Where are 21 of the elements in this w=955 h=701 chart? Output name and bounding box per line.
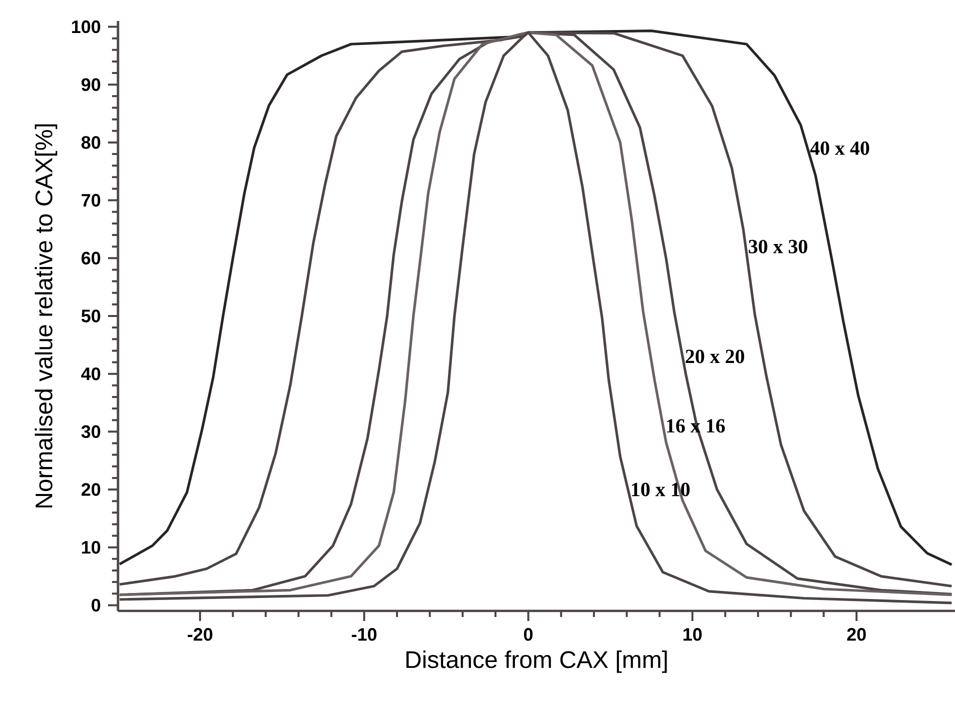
x-axis-title: Distance from CAX [mm]	[406, 650, 667, 673]
series-label: 30 x 30	[748, 240, 808, 254]
y-tick-label: 0	[92, 598, 100, 612]
series-label: 20 x 20	[686, 350, 744, 364]
y-tick-label: 50	[81, 310, 100, 322]
x-tick-label: 20	[847, 628, 866, 641]
series-label: 40 x 40	[810, 142, 870, 155]
y-tick-label: 10	[82, 540, 100, 554]
y-tick-label: 90	[82, 78, 100, 92]
y-tick-label: 30	[81, 425, 100, 438]
y-tick-label: 80	[81, 136, 100, 149]
x-tick-label: 0	[524, 628, 533, 641]
x-tick-label: 10	[684, 628, 702, 641]
y-axis-title: Normalised value relative to CAX[%]	[34, 124, 58, 508]
x-tick-label: -10	[352, 628, 376, 641]
y-tick-label: 60	[82, 252, 100, 265]
y-tick-label: 40	[81, 367, 100, 380]
y-tick-label: 100	[72, 20, 100, 34]
y-tick-label: 20	[82, 483, 100, 496]
y-tick-label: 70	[82, 194, 100, 207]
x-tick-label: -20	[188, 628, 212, 641]
